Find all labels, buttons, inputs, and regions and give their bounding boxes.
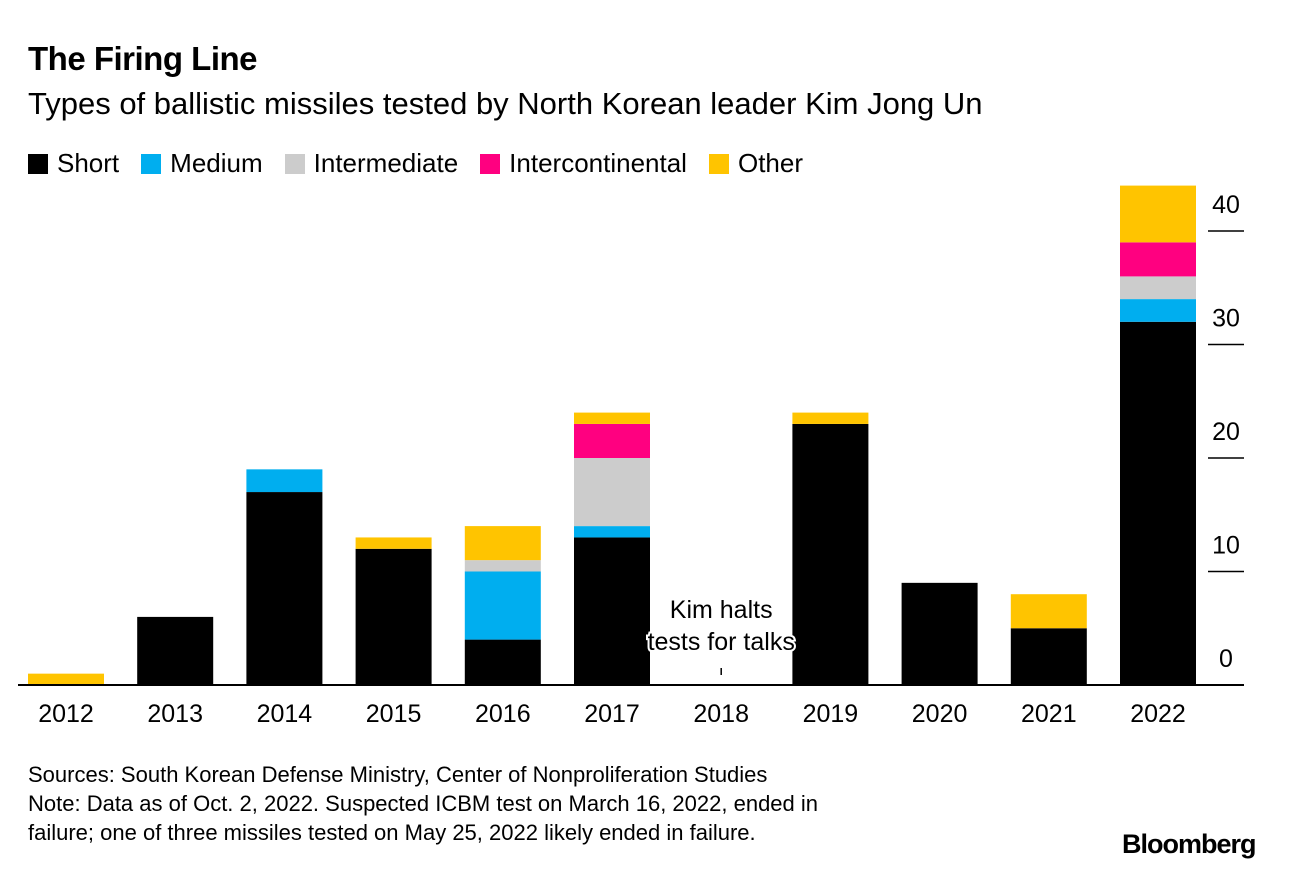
bar-2017-medium bbox=[574, 526, 650, 538]
bar-2017-intermediate bbox=[574, 458, 650, 527]
chart-title: The Firing Line bbox=[28, 40, 258, 77]
bar-2022-other bbox=[1120, 185, 1196, 243]
legend-item-intermediate: Intermediate bbox=[284, 148, 459, 179]
bar-2019-other bbox=[792, 412, 869, 424]
bar-2014-medium bbox=[246, 469, 323, 493]
bar-2017-other bbox=[574, 412, 650, 424]
legend-label-medium: Medium bbox=[170, 148, 263, 178]
legend: Short Medium Intermediate Intercontinent… bbox=[28, 148, 825, 179]
bar-2021-short bbox=[1010, 628, 1087, 685]
bar-2020-short bbox=[901, 582, 978, 685]
annotation-line-2: tests for talks bbox=[648, 628, 795, 656]
legend-swatch-intercontinental bbox=[480, 153, 501, 174]
chart-subtitle: Types of ballistic missiles tested by No… bbox=[28, 86, 983, 121]
bar-2013-short bbox=[137, 616, 214, 685]
y-tick-label-10: 10 bbox=[1212, 532, 1240, 560]
x-tick-label-2014: 2014 bbox=[257, 700, 313, 728]
legend-label-intermediate: Intermediate bbox=[313, 148, 459, 178]
x-tick-label-2012: 2012 bbox=[38, 700, 94, 728]
x-tick-label-2021: 2021 bbox=[1021, 700, 1077, 728]
bar-2012-other bbox=[28, 673, 104, 685]
bar-2017-intercontinental bbox=[574, 423, 650, 458]
x-tick-label-2017: 2017 bbox=[584, 700, 640, 728]
footer-notes: Sources: South Korean Defense Ministry, … bbox=[28, 760, 818, 847]
legend-label-other: Other bbox=[737, 148, 803, 178]
x-tick-label-2020: 2020 bbox=[912, 700, 968, 728]
footer-note-line-1: Note: Data as of Oct. 2, 2022. Suspected… bbox=[28, 791, 819, 816]
bar-2017-short bbox=[574, 537, 650, 685]
bar-2022-medium bbox=[1120, 299, 1196, 322]
bar-2016-intermediate bbox=[464, 560, 541, 572]
footer-note-line-2: failure; one of three missiles tested on… bbox=[28, 820, 756, 845]
x-tick-label-2016: 2016 bbox=[475, 700, 531, 728]
footer-sources: Sources: South Korean Defense Ministry, … bbox=[28, 762, 768, 787]
bar-2021-other bbox=[1010, 594, 1087, 629]
legend-label-intercontinental: Intercontinental bbox=[509, 148, 687, 178]
bar-2019-short bbox=[792, 423, 869, 685]
legend-swatch-other bbox=[708, 153, 729, 174]
legend-swatch-intermediate bbox=[284, 153, 305, 174]
x-tick-label-2022: 2022 bbox=[1130, 700, 1186, 728]
legend-swatch-short bbox=[28, 153, 48, 174]
bar-2015-other bbox=[355, 537, 432, 549]
annotation-line-1: Kim halts bbox=[670, 596, 773, 624]
x-tick-label-2018: 2018 bbox=[693, 700, 749, 728]
bar-2014-short bbox=[246, 492, 323, 685]
legend-item-medium: Medium bbox=[141, 148, 263, 179]
bar-2022-short bbox=[1120, 321, 1196, 685]
legend-label-short: Short bbox=[57, 148, 120, 178]
bar-2022-intermediate bbox=[1120, 276, 1196, 300]
bar-2016-short bbox=[464, 639, 541, 685]
x-tick-label-2013: 2013 bbox=[147, 700, 203, 728]
bar-2016-other bbox=[464, 526, 541, 561]
legend-item-intercontinental: Intercontinental bbox=[480, 148, 687, 179]
legend-swatch-medium bbox=[141, 153, 162, 174]
legend-item-short: Short bbox=[28, 148, 119, 179]
y-tick-label-20: 20 bbox=[1212, 418, 1240, 446]
bloomberg-logo: Bloomberg bbox=[1122, 829, 1257, 859]
bar-2022-intercontinental bbox=[1120, 242, 1196, 277]
bar-2016-medium bbox=[464, 571, 541, 640]
x-tick-label-2019: 2019 bbox=[803, 700, 859, 728]
bar-2015-short bbox=[355, 548, 432, 685]
legend-item-other: Other bbox=[708, 148, 803, 179]
y-tick-label-0: 0 bbox=[1219, 645, 1233, 673]
y-tick-label-30: 30 bbox=[1212, 305, 1240, 333]
y-tick-label-40: 40 bbox=[1212, 191, 1240, 219]
x-tick-label-2015: 2015 bbox=[366, 700, 422, 728]
